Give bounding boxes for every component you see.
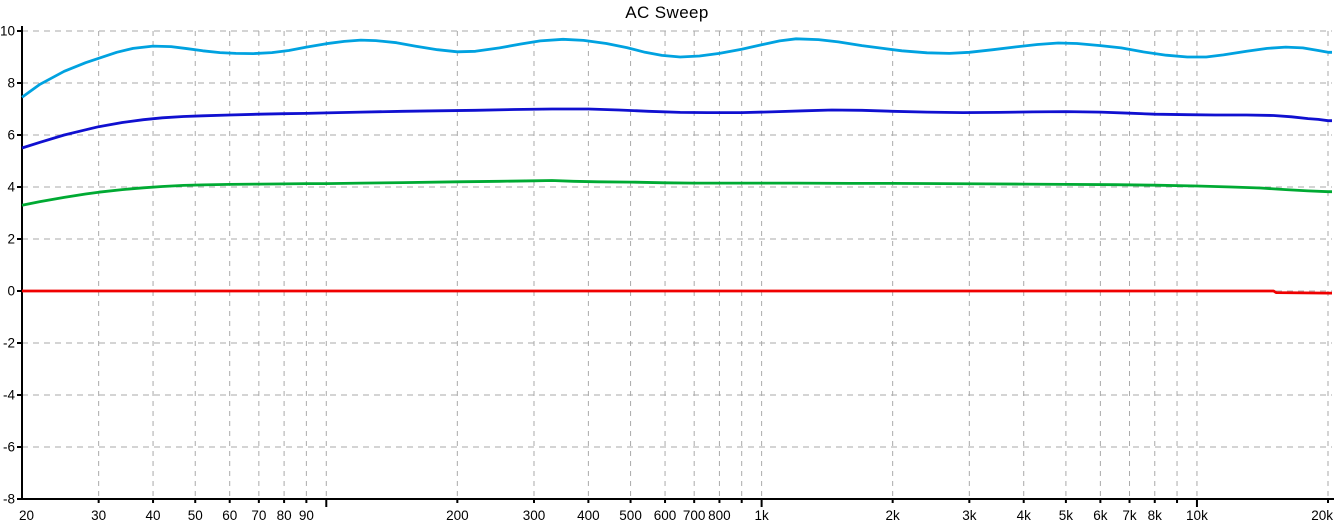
x-tick-label: 2k (886, 508, 901, 523)
series-trace-red (22, 289, 1332, 295)
y-tick-label: -8 (3, 492, 15, 507)
chart-title: AC Sweep (625, 3, 709, 22)
y-tick-label: 6 (7, 128, 15, 143)
x-tick-label: 60 (222, 508, 237, 523)
x-tick-label: 800 (708, 508, 731, 523)
x-tick-label: 40 (146, 508, 161, 523)
x-tick-label: 1k (754, 508, 769, 523)
x-tick-label: 50 (188, 508, 203, 523)
series-trace-blue (21, 107, 1332, 150)
x-tick-label: 30 (91, 508, 106, 523)
x-tick-label: 90 (299, 508, 314, 523)
x-tick-label: 5k (1059, 508, 1074, 523)
y-tick-label: 4 (7, 180, 15, 195)
y-tick-label: 2 (7, 232, 15, 247)
x-tick-label: 6k (1093, 508, 1108, 523)
x-tick-label: 8k (1148, 508, 1163, 523)
x-tick-label: 600 (654, 508, 677, 523)
y-tick-label: -2 (3, 336, 15, 351)
y-tick-label: -4 (3, 388, 15, 403)
y-tick-label: 8 (7, 76, 15, 91)
x-tick-label: 500 (619, 508, 642, 523)
x-tick-label: 300 (523, 508, 546, 523)
x-tick-label: 80 (277, 508, 292, 523)
series-trace-green (21, 179, 1332, 207)
series-trace-light-blue (21, 37, 1332, 99)
y-tick-label: 0 (7, 284, 15, 299)
x-tick-label: 700 (683, 508, 706, 523)
x-tick-label: 20k (1311, 508, 1333, 523)
x-tick-label: 10k (1186, 508, 1208, 523)
y-tick-label: -6 (3, 440, 15, 455)
x-tick-label: 7k (1122, 508, 1137, 523)
x-tick-label: 400 (577, 508, 600, 523)
x-tick-label: 70 (251, 508, 266, 523)
x-tick-label: 20 (19, 508, 34, 523)
x-tick-label: 4k (1017, 508, 1032, 523)
y-tick-label: 10 (0, 24, 15, 39)
x-tick-label: 200 (446, 508, 469, 523)
x-tick-label: 3k (962, 508, 977, 523)
